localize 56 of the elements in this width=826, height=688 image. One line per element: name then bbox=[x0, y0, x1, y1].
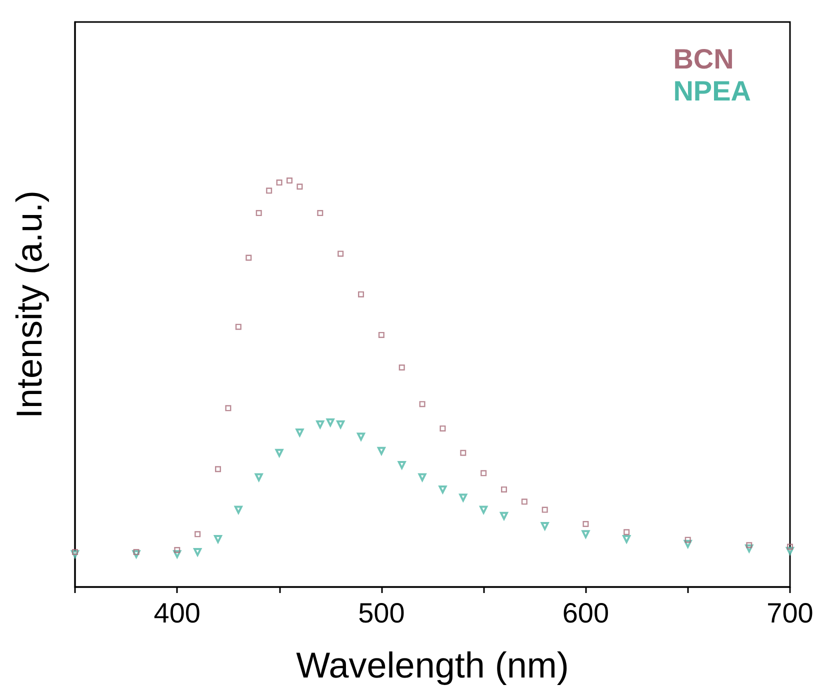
point bbox=[235, 324, 242, 330]
text: BCN bbox=[673, 44, 734, 74]
point bbox=[194, 548, 202, 556]
point bbox=[540, 522, 549, 530]
point bbox=[521, 498, 528, 505]
point bbox=[624, 529, 630, 536]
point bbox=[225, 405, 232, 412]
x-tick-label: 400 bbox=[154, 598, 200, 628]
point bbox=[214, 535, 222, 544]
point bbox=[316, 420, 324, 428]
point bbox=[480, 470, 487, 476]
point bbox=[296, 428, 304, 437]
point bbox=[256, 210, 262, 216]
point bbox=[246, 254, 252, 261]
point bbox=[419, 401, 426, 408]
point bbox=[254, 473, 263, 482]
point bbox=[398, 461, 406, 470]
y-axis-title: Intensity (a.u.) bbox=[8, 190, 50, 419]
point bbox=[582, 530, 590, 538]
point bbox=[418, 473, 426, 482]
point bbox=[542, 506, 548, 513]
point bbox=[622, 535, 631, 544]
point bbox=[234, 506, 242, 514]
point bbox=[684, 536, 691, 543]
point bbox=[480, 506, 488, 514]
point bbox=[174, 547, 180, 554]
point bbox=[582, 520, 589, 527]
point bbox=[266, 188, 272, 194]
point bbox=[398, 364, 405, 371]
point bbox=[357, 432, 365, 441]
point bbox=[459, 494, 468, 502]
point bbox=[377, 446, 386, 455]
point bbox=[378, 332, 384, 338]
x-tick-label: 700 bbox=[766, 598, 814, 628]
point bbox=[317, 210, 324, 216]
point bbox=[438, 485, 447, 494]
point bbox=[326, 418, 334, 426]
point bbox=[746, 542, 752, 548]
point bbox=[296, 184, 303, 190]
point bbox=[194, 531, 201, 538]
point bbox=[276, 180, 282, 186]
point bbox=[440, 425, 446, 432]
point bbox=[336, 420, 345, 428]
point bbox=[460, 450, 466, 456]
point bbox=[787, 544, 793, 550]
point bbox=[133, 549, 140, 556]
x-axis-title: Wavelength (nm) bbox=[296, 644, 569, 686]
x-tick-label: 600 bbox=[562, 598, 610, 628]
point bbox=[215, 466, 221, 472]
point bbox=[500, 512, 508, 520]
point bbox=[338, 250, 344, 257]
text: NPEA bbox=[673, 76, 752, 106]
point bbox=[275, 448, 284, 457]
x-tick-label: 500 bbox=[358, 598, 405, 628]
point bbox=[358, 291, 364, 298]
point bbox=[501, 486, 507, 492]
